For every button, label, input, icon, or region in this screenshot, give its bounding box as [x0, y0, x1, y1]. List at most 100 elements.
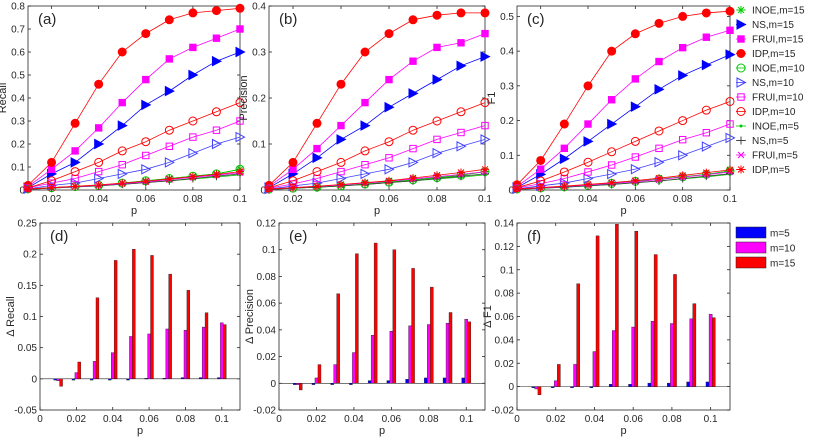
x-tick-label: 0.1 [704, 414, 718, 425]
data-point [456, 107, 466, 117]
x-tick-label: 0.04 [578, 194, 598, 205]
y-tick-label: 0.2 [11, 140, 25, 151]
bar [570, 386, 574, 388]
y-tick-label: 0.6 [11, 48, 25, 59]
y-tick-label: 0.4 [500, 47, 514, 58]
data-point [456, 60, 467, 72]
x-tick-label: 0.02 [307, 414, 327, 425]
legend-marker [737, 151, 745, 159]
data-point [337, 180, 345, 189]
data-point [481, 29, 489, 38]
y-tick-label: 0.04 [495, 335, 515, 346]
series-line [27, 28, 241, 187]
data-point [457, 39, 465, 47]
data-point [654, 83, 665, 95]
data-point [235, 3, 245, 13]
series-line [268, 102, 486, 189]
bar [534, 386, 539, 390]
legend-marker [737, 93, 745, 101]
y-tick-label: 0.1 [262, 245, 276, 256]
data-point [336, 79, 346, 89]
data-point [384, 29, 394, 39]
y-tick-label: 0 [19, 186, 25, 197]
y-tick-label: 0.1 [252, 140, 266, 151]
data-point [313, 182, 321, 191]
x-tick-label: 0.02 [531, 194, 551, 205]
legend-item-frui-m-5: FRUI,m=5 [736, 151, 798, 162]
x-axis-label: p [137, 425, 143, 437]
data-point [725, 49, 736, 60]
bar [448, 312, 453, 384]
data-point [726, 120, 734, 128]
x-tick-label: 0.06 [379, 194, 399, 205]
data-point [678, 11, 688, 21]
bar [573, 364, 577, 387]
plot-frame [516, 222, 731, 411]
y-tick-label: 0.08 [495, 289, 515, 300]
x-axis-label: p [374, 205, 380, 217]
legend-marker [737, 6, 745, 14]
legend-swatch [735, 226, 767, 239]
bar [689, 318, 694, 387]
bar-legend: m=5 m=10 m=15 [735, 226, 796, 270]
y-tick-label: 0.7 [11, 25, 25, 36]
data-point [164, 125, 174, 135]
data-point [236, 167, 244, 176]
plot-frame [278, 222, 486, 411]
y-tick-label: 0 [270, 379, 276, 390]
legend-label: NS,m=10 [752, 78, 794, 89]
x-tick-label: 0.02 [283, 194, 303, 205]
series-m-10 [56, 322, 224, 381]
line-legend: INOE,m=15 NS,m=15 FRUI,m=15 IDP,m=15 INOE,m=… [736, 6, 805, 176]
bar [537, 386, 542, 396]
data-point [725, 96, 735, 106]
bar [595, 235, 600, 387]
data-point [236, 117, 244, 125]
data-point [408, 15, 418, 25]
bar [408, 325, 412, 384]
x-tick-label: 0.02 [546, 414, 566, 425]
panel-c: 0 0.1 0.2 0.3 0.4 0.5 0.02 0.04 0.06 0.08 0.1 p F1 (c… [486, 5, 737, 217]
x-tick-label: 0.06 [626, 194, 646, 205]
data-point [235, 98, 245, 108]
data-point [118, 98, 126, 107]
bar [550, 386, 555, 388]
bar [392, 249, 397, 384]
data-point [141, 137, 151, 147]
bar [349, 383, 353, 385]
y-tick-label: 0.02 [495, 359, 515, 370]
data-point [432, 74, 443, 85]
data-point [607, 46, 617, 56]
x-tick-label: 0.04 [89, 194, 109, 205]
x-tick-label: 0.1 [233, 194, 247, 205]
data-point [655, 57, 663, 66]
plot-frame [39, 222, 241, 411]
legend-item-inoe-m-10: INOE,m=10 [736, 63, 805, 75]
bar [199, 377, 203, 380]
y-axis-label: Δ Precision [244, 289, 256, 344]
bar [653, 254, 658, 387]
data-point [655, 174, 663, 183]
data-point [583, 157, 593, 167]
bar [557, 364, 561, 387]
series-line [27, 7, 241, 186]
y-tick-label: 0.2 [23, 250, 37, 261]
series-line [268, 56, 486, 189]
legend-marker [737, 35, 745, 43]
legend-item-m-10: m=10 [735, 241, 796, 255]
data-point [212, 34, 221, 42]
data-point [654, 18, 664, 28]
y-axis-label: F1 [486, 92, 498, 105]
y-tick-label: 0.25 [18, 219, 38, 230]
legend-label: NS,m=5 [752, 136, 789, 147]
data-point [118, 179, 127, 188]
data-point [432, 147, 443, 159]
bar [553, 380, 558, 387]
bar [430, 286, 434, 384]
series-m-15 [59, 248, 227, 387]
x-tick-label: 0.04 [585, 414, 605, 425]
legend-label: m=10 [770, 244, 796, 255]
series-frui-m-10 [513, 120, 734, 192]
